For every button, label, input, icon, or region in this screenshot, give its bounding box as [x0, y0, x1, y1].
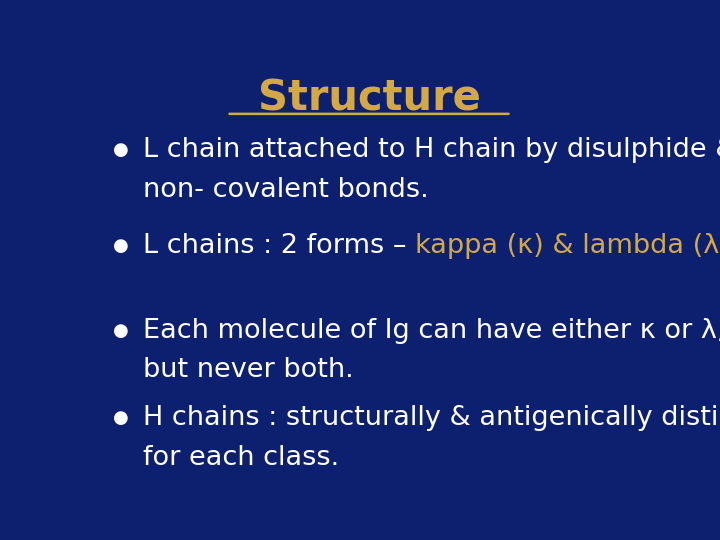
- Text: Each molecule of Ig can have either κ or λ,: Each molecule of Ig can have either κ or…: [143, 318, 720, 344]
- Text: non- covalent bonds.: non- covalent bonds.: [143, 177, 428, 202]
- Text: H chains : structurally & antigenically distinct: H chains : structurally & antigenically …: [143, 405, 720, 431]
- Text: kappa (κ) & lambda (λ): kappa (κ) & lambda (λ): [415, 233, 720, 259]
- Text: Structure: Structure: [258, 77, 480, 119]
- Text: L chain attached to H chain by disulphide &: L chain attached to H chain by disulphid…: [143, 137, 720, 163]
- Text: for each class.: for each class.: [143, 445, 339, 471]
- Text: L chains : 2 forms –: L chains : 2 forms –: [143, 233, 415, 259]
- Text: ●: ●: [113, 409, 129, 427]
- Text: ●: ●: [113, 237, 129, 255]
- Text: ●: ●: [113, 322, 129, 340]
- Text: ●: ●: [113, 141, 129, 159]
- Text: but never both.: but never both.: [143, 357, 354, 383]
